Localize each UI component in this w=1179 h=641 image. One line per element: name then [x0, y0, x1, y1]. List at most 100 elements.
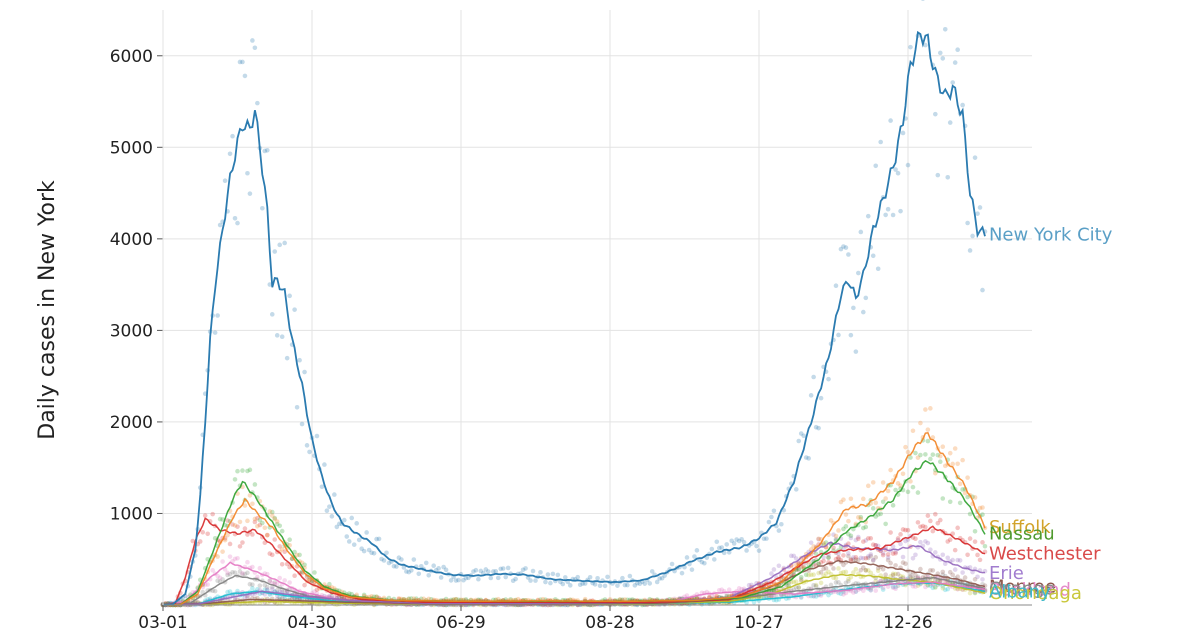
scatter-point: [806, 456, 811, 461]
scatter-point: [913, 450, 918, 456]
scatter-point: [960, 102, 965, 108]
scatter-point: [870, 557, 876, 563]
scatter-point: [918, 420, 923, 426]
scatter-point: [684, 555, 690, 560]
scatter-point: [200, 589, 206, 595]
scatter-point: [312, 589, 317, 594]
scatter-point: [828, 582, 834, 588]
scatter-point: [371, 550, 377, 556]
scatter-point: [255, 587, 260, 592]
scatter-point: [242, 526, 248, 531]
scatter-point: [861, 555, 866, 561]
scatter-point: [282, 549, 287, 555]
scatter-point: [937, 50, 943, 56]
scatter-point: [754, 543, 759, 549]
scatter-point: [863, 538, 869, 543]
scatter-point: [769, 514, 774, 520]
scatter-point: [274, 333, 280, 338]
scatter-point: [923, 407, 928, 412]
scatter-point: [890, 584, 896, 589]
scatter-point: [908, 572, 913, 577]
scatter-point: [880, 566, 886, 572]
scatter-point: [416, 571, 422, 577]
scatter-point: [940, 56, 946, 61]
scatter-point: [950, 572, 955, 578]
scatter-point: [928, 456, 933, 462]
scatter-point: [399, 557, 404, 562]
scatter-point: [242, 73, 248, 79]
scatter-point: [292, 307, 297, 312]
grid: [162, 10, 1032, 605]
scatter-point: [277, 575, 283, 581]
scatter-point: [861, 565, 866, 570]
scatter-point: [868, 588, 874, 593]
scatter-point: [235, 555, 240, 561]
scatter-point: [843, 580, 849, 586]
scatter-point: [764, 536, 769, 541]
scatter-point: [928, 518, 933, 524]
scatter-point: [888, 467, 893, 473]
scatter-point: [923, 452, 928, 457]
scatter-point: [947, 120, 953, 125]
scatter-point: [245, 570, 250, 576]
scatter-point: [863, 295, 869, 301]
scatter-point: [595, 575, 600, 581]
scatter-point: [923, 524, 928, 530]
scatter-point: [821, 566, 826, 572]
scatter-point: [779, 593, 784, 598]
scatter-point: [967, 248, 973, 253]
scatter-point: [908, 44, 913, 50]
scatter-point: [895, 536, 901, 541]
scatter-point: [237, 569, 243, 574]
scatter-point: [895, 170, 901, 176]
scatter-point: [836, 566, 841, 571]
scatter-point: [863, 555, 869, 561]
scatter-point: [252, 519, 258, 525]
scatter-point: [575, 574, 581, 580]
scatter-point: [548, 580, 553, 586]
scatter-point: [910, 484, 916, 490]
scatter-point: [900, 130, 906, 136]
scatter-point: [841, 553, 846, 558]
scatter-point: [796, 567, 802, 573]
scatter-point: [856, 557, 861, 563]
scatter-point: [431, 563, 436, 569]
scatter-point: [977, 205, 983, 210]
scatter-point: [928, 583, 933, 588]
scatter-point: [858, 555, 864, 561]
scatter-point: [731, 541, 737, 546]
scatter-point: [972, 155, 978, 160]
scatter-point: [627, 573, 633, 579]
scatter-point: [252, 45, 258, 51]
scatter-point: [530, 568, 536, 574]
scatter-point: [555, 572, 561, 578]
scatter-point: [262, 582, 268, 588]
scatter-point: [255, 574, 260, 580]
scatter-point: [937, 517, 943, 523]
scatter-point: [965, 552, 970, 558]
scatter-point: [818, 580, 824, 586]
scatter-point: [197, 539, 203, 544]
scatter-point: [798, 577, 804, 582]
scatter-point: [225, 518, 230, 523]
scatter-point: [823, 571, 829, 576]
scatter-point: [895, 571, 901, 577]
scatter-point: [272, 580, 278, 585]
scatter-point: [861, 496, 866, 502]
scatter-point: [240, 572, 245, 577]
scatter-point: [230, 569, 235, 575]
y-tick-label: 2000: [110, 413, 153, 433]
scatter-point: [709, 546, 715, 552]
scatter-point: [314, 587, 320, 593]
scatter-point: [967, 511, 973, 517]
scatter-point: [885, 555, 891, 560]
scatter-point: [940, 569, 946, 575]
scatter-point: [769, 594, 774, 600]
scatter-point: [232, 216, 238, 221]
scatter-point: [381, 558, 387, 563]
scatter-point: [928, 406, 933, 411]
scatter-point: [875, 266, 881, 272]
scatter-point: [267, 578, 273, 584]
scatter-point: [409, 568, 414, 573]
scatter-point: [227, 571, 233, 577]
